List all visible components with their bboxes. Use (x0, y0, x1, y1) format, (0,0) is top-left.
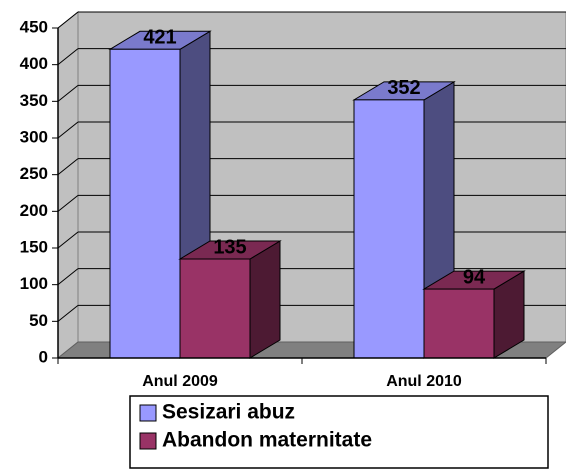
data-label: 352 (387, 77, 420, 99)
grid-line (57, 194, 79, 212)
bar (109, 48, 181, 359)
grid-line (57, 121, 79, 139)
bars (108, 30, 526, 359)
labels: 0 50 100 150 200 250 300 350 400 450 Anul 2009 421 1… (20, 17, 486, 451)
bar-side (249, 240, 281, 359)
y-tick-label: 350 (20, 91, 48, 110)
grid-line (57, 84, 79, 102)
legend-label: Abandon maternitate (162, 429, 372, 452)
y-tick-label: 150 (20, 237, 48, 256)
bar (423, 288, 495, 359)
grid-line (57, 158, 79, 176)
x-tick-label: Anul 2009 (142, 373, 218, 390)
y-tick-label: 0 (39, 347, 48, 366)
y-tick-label: 50 (29, 311, 48, 330)
legend (129, 395, 549, 469)
bar (353, 99, 425, 359)
bar (179, 258, 251, 359)
y-tick-label: 200 (20, 201, 48, 220)
data-label: 94 (463, 266, 486, 288)
y-tick-label: 300 (20, 127, 48, 146)
side-wall (57, 10, 79, 360)
legend-swatch (139, 432, 157, 450)
grid-line (57, 48, 79, 66)
legend-swatch (139, 404, 157, 422)
legend-label: Sesizari abuz (162, 401, 295, 424)
grid-line (57, 11, 79, 29)
y-tick-label: 250 (20, 164, 48, 183)
grid-line (57, 304, 79, 322)
grid-line (57, 231, 79, 249)
x-tick-label: Anul 2010 (386, 373, 462, 390)
y-tick-label: 100 (20, 274, 48, 293)
grid-line (57, 268, 79, 286)
data-label: 135 (213, 236, 246, 258)
y-tick-label: 450 (20, 17, 48, 36)
y-tick-label: 400 (20, 54, 48, 73)
data-label: 421 (143, 27, 176, 49)
